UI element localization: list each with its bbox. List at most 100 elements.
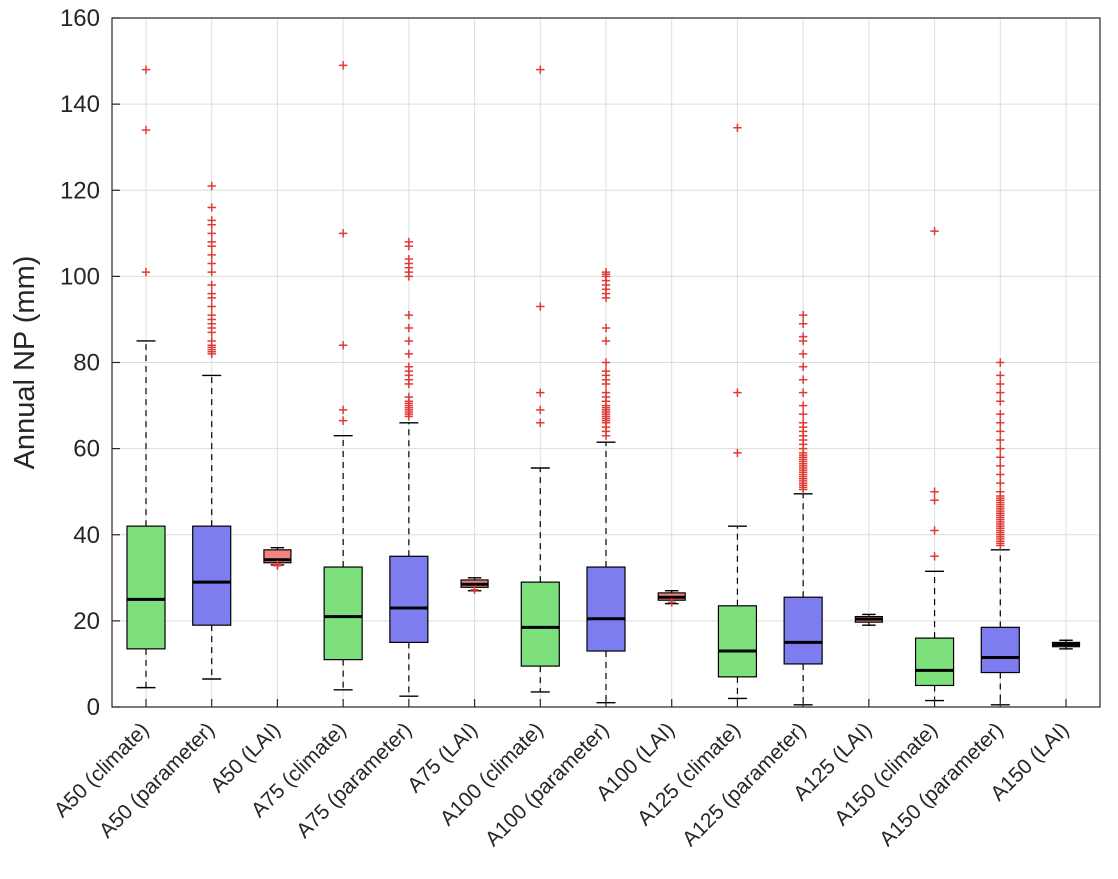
- box-a150-climate: [914, 637, 955, 687]
- x-tick-label: A125 (parameter): [678, 718, 811, 851]
- outlier-marker: [338, 229, 348, 238]
- box-a50-climate: [126, 525, 166, 650]
- outlier-marker: [601, 358, 611, 367]
- outlier-marker: [207, 203, 216, 212]
- outlier-marker: [798, 310, 808, 320]
- outlier-marker: [536, 405, 545, 415]
- outlier-marker: [207, 181, 216, 191]
- y-tick-label: 0: [87, 694, 100, 721]
- y-tick-label: 20: [73, 608, 100, 635]
- outlier-marker: [798, 349, 808, 359]
- outlier-marker: [207, 216, 216, 225]
- outlier-marker: [996, 358, 1005, 367]
- y-tick-label: 120: [60, 177, 100, 204]
- box-a125-climate: [717, 605, 758, 678]
- outlier-marker: [996, 409, 1005, 419]
- outlier-marker: [536, 418, 545, 427]
- outlier-marker: [404, 362, 414, 372]
- box-a100-parameter: [586, 566, 626, 652]
- outlier-marker: [798, 409, 808, 419]
- outlier-marker: [273, 560, 282, 569]
- outlier-marker: [404, 310, 414, 320]
- outlier-marker: [601, 323, 611, 333]
- outlier-marker: [207, 280, 216, 290]
- outlier-marker: [996, 470, 1005, 479]
- outlier-marker: [667, 598, 676, 607]
- box-a75-parameter: [389, 555, 429, 644]
- outlier-marker: [404, 336, 414, 346]
- y-tick-label: 80: [73, 350, 100, 377]
- box-a150-parameter: [980, 626, 1020, 674]
- box-a100-climate: [520, 581, 560, 667]
- outlier-marker: [141, 125, 151, 135]
- y-tick-label: 100: [60, 263, 100, 290]
- outlier-marker: [404, 237, 414, 247]
- outlier-marker: [930, 226, 939, 236]
- outlier-marker: [207, 336, 216, 346]
- outlier-marker: [996, 453, 1005, 462]
- outlier-marker: [536, 388, 545, 397]
- outlier-marker: [404, 392, 414, 402]
- outlier-marker: [207, 302, 216, 311]
- outlier-marker: [207, 250, 216, 260]
- outlier-marker: [601, 366, 611, 376]
- outlier-marker: [601, 388, 611, 397]
- y-tick-label: 40: [73, 522, 100, 549]
- outlier-marker: [996, 444, 1005, 453]
- y-tick-label: 60: [73, 436, 100, 463]
- outlier-marker: [404, 323, 414, 333]
- x-tick-label: A75 (parameter): [292, 718, 416, 842]
- outlier-marker: [404, 254, 414, 264]
- outlier-marker: [207, 229, 216, 238]
- outlier-marker: [798, 375, 808, 384]
- outlier-marker: [798, 362, 808, 372]
- outlier-marker: [930, 496, 939, 505]
- outlier-marker: [601, 267, 611, 277]
- outlier-marker: [996, 435, 1005, 445]
- outlier-marker: [733, 123, 742, 133]
- outlier-marker: [733, 448, 742, 458]
- y-tick-label: 140: [60, 91, 100, 118]
- outlier-marker: [996, 478, 1005, 488]
- outlier-marker: [536, 65, 545, 74]
- outlier-marker: [404, 349, 414, 359]
- outlier-marker: [338, 61, 348, 70]
- outlier-marker: [798, 388, 808, 397]
- x-tick-label: A100 (parameter): [481, 718, 614, 851]
- outlier-marker: [996, 461, 1005, 471]
- x-tick-label: A50 (parameter): [95, 718, 219, 842]
- outlier-marker: [996, 397, 1005, 406]
- outlier-marker: [338, 416, 348, 425]
- outlier-marker: [930, 487, 939, 496]
- outlier-marker: [601, 336, 611, 346]
- outlier-marker: [536, 302, 545, 311]
- outlier-marker: [996, 371, 1005, 380]
- outlier-marker: [930, 526, 939, 535]
- outlier-marker: [338, 341, 348, 350]
- outlier-marker: [141, 65, 151, 74]
- box-a50-parameter: [192, 525, 232, 626]
- outlier-marker: [207, 310, 216, 320]
- outlier-marker: [996, 487, 1005, 496]
- outlier-marker: [207, 259, 216, 268]
- outlier-marker: [930, 552, 939, 561]
- outlier-marker: [996, 427, 1005, 436]
- outlier-marker: [996, 418, 1005, 427]
- outlier-marker: [798, 401, 808, 410]
- outlier-marker: [798, 319, 808, 328]
- outlier-marker: [338, 405, 348, 415]
- outlier-marker: [733, 388, 742, 397]
- outlier-marker: [141, 267, 151, 277]
- box-a75-climate: [323, 566, 363, 661]
- outlier-marker: [207, 267, 216, 277]
- outlier-marker: [798, 332, 808, 341]
- box-a125-parameter: [783, 596, 823, 665]
- outlier-marker: [996, 379, 1005, 389]
- y-axis-label: Annual NP (mm): [9, 256, 41, 470]
- outlier-marker: [207, 237, 216, 247]
- x-tick-label: A150 (parameter): [875, 718, 1008, 851]
- outlier-marker: [996, 388, 1005, 397]
- outlier-marker: [207, 289, 216, 298]
